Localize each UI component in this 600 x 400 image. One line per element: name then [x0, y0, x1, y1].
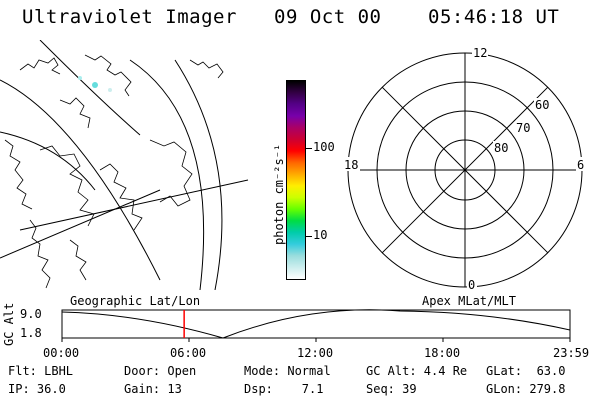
- polar-meridian: [381, 86, 549, 254]
- date-label: 09 Oct 00: [274, 6, 382, 28]
- map-grid-line: [0, 79, 161, 281]
- coastline: [59, 97, 91, 129]
- colorbar-tick: [306, 148, 312, 149]
- status-seq: Seq: 39: [366, 382, 417, 396]
- colorbar-unit-label: photon cm⁻²s⁻¹: [272, 143, 286, 245]
- colorbar: [286, 80, 306, 280]
- timeline-xtick-0600: 06:00: [170, 346, 207, 360]
- coastline: [99, 163, 143, 231]
- status-glat: GLat: 63.0: [486, 364, 566, 378]
- coastline: [4, 139, 33, 210]
- mlt-label-18: 18: [344, 158, 358, 172]
- map-grid-line: [0, 131, 96, 191]
- timeline-ylabel: GC Alt: [2, 302, 16, 346]
- coastline: [19, 57, 61, 75]
- time-label: 05:46:18 UT: [428, 6, 560, 28]
- colorbar-tick-100: 100: [313, 140, 335, 154]
- status-gc-alt: GC Alt: 4.4 Re: [366, 364, 468, 378]
- map-grid-line: [129, 59, 205, 290]
- timeline-ytick-min: 1.8: [20, 326, 42, 340]
- timeline-frame: [61, 309, 571, 339]
- status-filter: Flt: LBHL: [8, 364, 74, 378]
- emission-speck: [78, 76, 82, 80]
- colorbar-gradient: [287, 81, 305, 279]
- emission-speck: [108, 88, 112, 92]
- instrument-title: Ultraviolet Imager: [22, 6, 237, 28]
- status-ip: IP: 36.0: [8, 382, 66, 396]
- polar-panel-label: Apex MLat/MLT: [422, 294, 516, 308]
- timeline-xtick-0000: 00:00: [43, 346, 80, 360]
- geographic-map: [0, 40, 249, 290]
- timeline-xtick-1800: 18:00: [424, 346, 461, 360]
- map-panel-label: Geographic Lat/Lon: [70, 294, 201, 308]
- coastline: [189, 59, 224, 79]
- timeline-xtick-2359: 23:59: [553, 346, 590, 360]
- status-gain: Gain: 13: [124, 382, 182, 396]
- orbit-timeline: [61, 309, 571, 342]
- mlt-label-12: 12: [473, 46, 487, 60]
- mlat-label-70: 70: [516, 121, 530, 135]
- map-grid-line: [174, 59, 223, 290]
- coastline: [84, 54, 132, 97]
- mlt-label-6: 6: [577, 158, 584, 172]
- status-mode: Mode: Normal: [244, 364, 331, 378]
- mlat-label-60: 60: [535, 98, 549, 112]
- coastline: [29, 219, 51, 289]
- map-grid-line: [0, 189, 161, 259]
- mlat-label-80: 80: [494, 141, 508, 155]
- status-dsp: Dsp: 7.1: [244, 382, 324, 396]
- colorbar-tick-10: 10: [313, 228, 328, 242]
- coastline: [39, 145, 95, 227]
- polar-plot: 12 18 6 0 60 70 80: [342, 45, 588, 292]
- timeline-ytick-max: 9.0: [20, 307, 42, 321]
- map-grid-line: [19, 179, 249, 231]
- status-door: Door: Open: [124, 364, 197, 378]
- status-glon: GLon: 279.8: [486, 382, 566, 396]
- coastline: [149, 139, 193, 207]
- colorbar-tick: [306, 236, 312, 237]
- coastline: [69, 239, 87, 281]
- mlt-label-0: 0: [468, 278, 475, 292]
- map-grid-line: [39, 40, 141, 136]
- timeline-xtick-1200: 12:00: [297, 346, 334, 360]
- emission-speck: [92, 82, 98, 88]
- altitude-curve: [61, 309, 571, 339]
